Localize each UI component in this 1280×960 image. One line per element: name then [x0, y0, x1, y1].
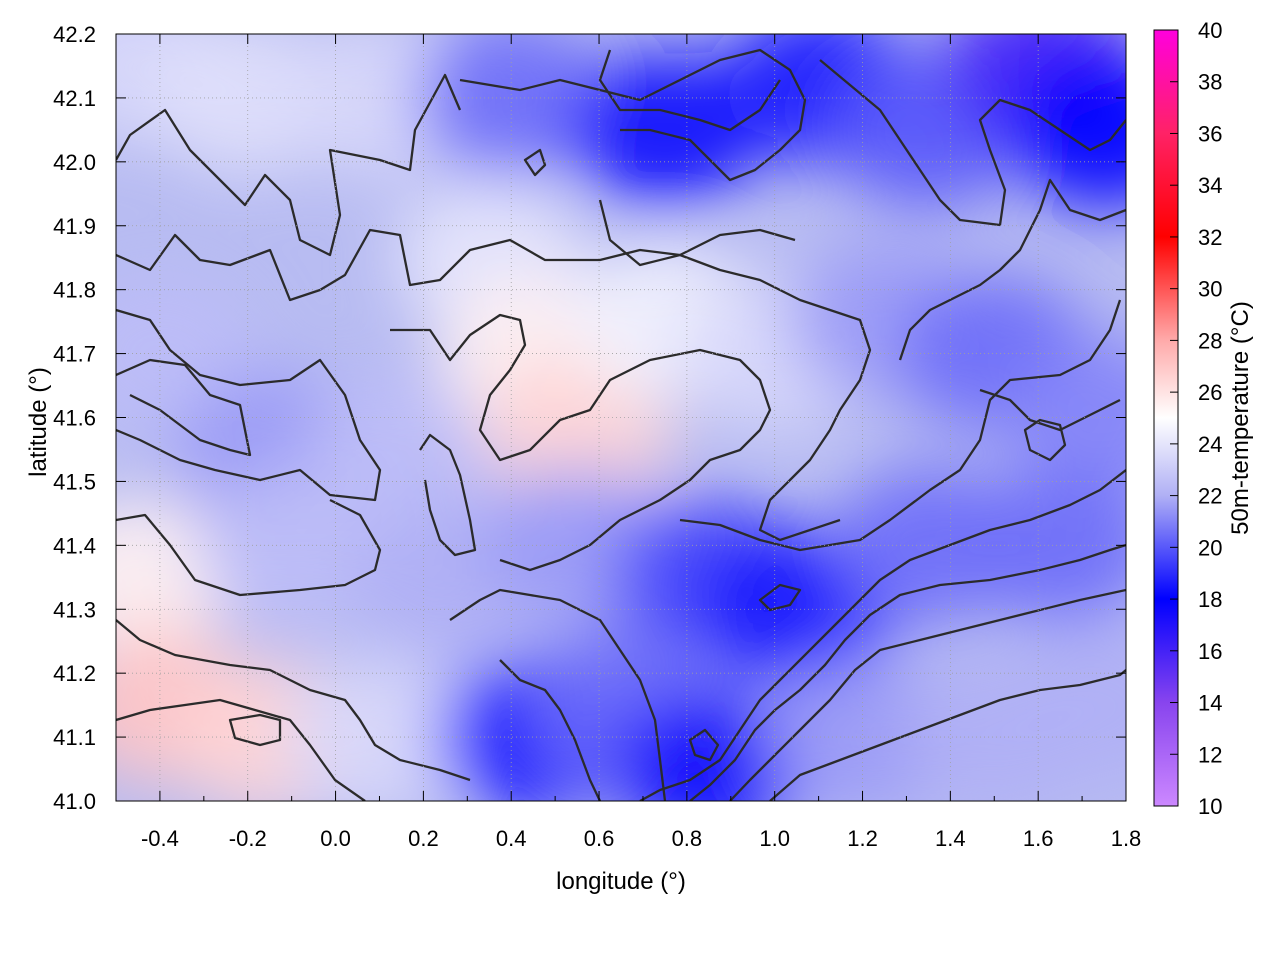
contour-line: [598, 49, 781, 132]
y-axis: 41.0 41.1 41.2 41.3 41.4 41.5 41.6 41.7 41.8 41.9…: [53, 22, 1126, 814]
contour-line: [459, 48, 807, 182]
x-tick-label: 0.8: [672, 826, 703, 851]
y-tick-label: 42.1: [53, 86, 96, 111]
colorbar-tick-label: 40: [1198, 18, 1222, 43]
colorbar-tick-label: 36: [1198, 121, 1222, 146]
x-tick-label: 0.2: [408, 826, 439, 851]
contour-line: [499, 659, 602, 801]
contour-line: [979, 388, 1121, 432]
colorbar-tick-label: 26: [1198, 380, 1222, 405]
grid: [116, 34, 1126, 801]
colorbar-tick-label: 18: [1198, 587, 1222, 612]
contour-line: [758, 583, 802, 612]
x-axis: -0.4 -0.2 0.0 0.2 0.4 0.6 0.8 1.0 1.2 1.4 1.6 1.8: [141, 34, 1141, 851]
x-tick-label: 1.8: [1111, 826, 1142, 851]
contour-line: [228, 713, 282, 747]
x-tick-label: 0.6: [584, 826, 615, 851]
x-tick-label: -0.4: [141, 826, 179, 851]
colorbar-tick-label: 30: [1198, 277, 1222, 302]
contour-line: [116, 228, 796, 302]
contour-line: [689, 543, 1126, 801]
contour-line: [449, 588, 667, 801]
field-sample: [284, 659, 475, 801]
colorbar-tick-label: 14: [1198, 691, 1222, 716]
colorbar-tick-label: 22: [1198, 484, 1222, 509]
y-tick-label: 42.0: [53, 150, 96, 175]
field-sample: [196, 467, 387, 624]
colorbar-label: 50m-temperature (°C): [1227, 301, 1254, 535]
x-tick-label: 1.0: [759, 826, 790, 851]
contour-line: [523, 148, 547, 177]
x-tick-label: 1.6: [1023, 826, 1054, 851]
x-tick-label: 0.4: [496, 826, 527, 851]
contour-line: [419, 433, 477, 557]
x-tick-label: -0.2: [229, 826, 267, 851]
x-tick-label: 1.2: [847, 826, 878, 851]
y-tick-label: 41.1: [53, 725, 96, 750]
contour-line: [769, 669, 1126, 801]
colorbar-tick-label: 28: [1198, 328, 1222, 353]
y-tick-label: 41.3: [53, 597, 96, 622]
temperature-field: [116, 34, 1126, 801]
contour-line: [819, 59, 1126, 227]
colorbar-tick-label: 16: [1198, 639, 1222, 664]
contour-line: [116, 498, 382, 597]
contour-line: [898, 178, 1126, 361]
colorbar-tick-label: 24: [1198, 432, 1222, 457]
colorbar-tick-label: 38: [1198, 70, 1222, 95]
contour-line: [116, 358, 252, 457]
contour-line: [116, 73, 462, 257]
contour-line: [116, 698, 366, 801]
colorbar-tick-label: 10: [1198, 794, 1222, 819]
y-tick-label: 41.2: [53, 661, 96, 686]
contour-line: [639, 469, 1126, 801]
contour-line: [598, 199, 872, 542]
field-blobs: [116, 34, 1126, 801]
y-tick-label: 41.6: [53, 406, 96, 431]
y-tick-label: 41.8: [53, 278, 96, 303]
y-axis-label: latitude (°): [25, 367, 52, 477]
contour-line: [1023, 418, 1067, 462]
contour-line: [688, 728, 720, 762]
contour-line: [116, 619, 471, 782]
colorbar: 10 12 14 16 18 20 22 24 26 28 30 32 34 36 38 40 50m-tem…: [1153, 18, 1254, 819]
y-tick-label: 42.2: [53, 22, 96, 47]
field-sample: [965, 467, 1126, 624]
contour-line: [116, 308, 382, 502]
y-tick-label: 41.4: [53, 533, 96, 558]
y-tick-label: 41.9: [53, 214, 96, 239]
colorbar-tick-label: 12: [1198, 742, 1222, 767]
colorbar-ticks: 10 12 14 16 18 20 22 24 26 28 30 32 34 36 38 40: [1170, 18, 1222, 819]
contour-line: [390, 313, 772, 572]
contour-lines: [116, 48, 1126, 801]
colorbar-tick-label: 32: [1198, 225, 1222, 250]
x-tick-label: 0.0: [320, 826, 351, 851]
y-tick-label: 41.0: [53, 789, 96, 814]
x-axis-label: longitude (°): [556, 868, 686, 895]
field-sample: [569, 51, 760, 208]
colorbar-tick-label: 34: [1198, 173, 1222, 198]
x-tick-label: 1.4: [935, 826, 966, 851]
colorbar-gradient: [1153, 29, 1179, 807]
colorbar-tick-label: 20: [1198, 535, 1222, 560]
y-tick-label: 41.7: [53, 342, 96, 367]
y-tick-label: 41.5: [53, 469, 96, 494]
field-sample: [416, 34, 607, 176]
